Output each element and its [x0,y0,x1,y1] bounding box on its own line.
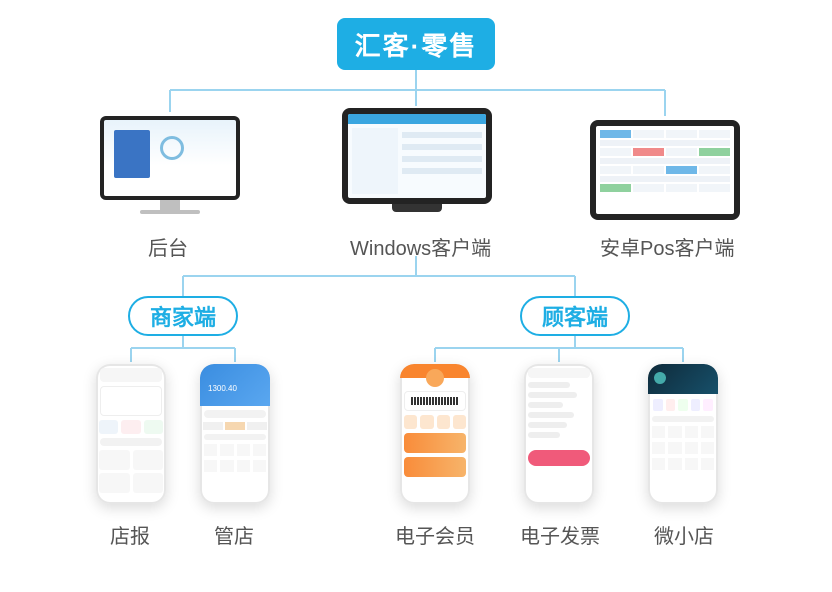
device-tablet-android [590,120,740,220]
label-dianbao: 店报 [110,520,150,549]
label-windows: Windows客户端 [350,232,491,261]
device-monitor-backend [100,116,240,216]
label-android: 安卓Pos客户端 [600,232,734,261]
label-efapiao: 电子发票 [520,520,600,549]
phone-weixiaodian [648,364,718,504]
root-label: 汇客·零售 [355,26,478,63]
group-merchant-label: 商家端 [150,300,216,332]
label-backend: 后台 [148,232,188,261]
group-merchant: 商家端 [128,296,238,336]
group-customer: 顾客端 [520,296,630,336]
root-node: 汇客·零售 [337,18,495,70]
label-weixiaodian: 微小店 [654,520,714,549]
label-ehuiyuan: 电子会员 [395,520,475,549]
phone-dianbao [96,364,166,504]
device-pos-windows [342,108,492,218]
group-customer-label: 顾客端 [542,300,608,332]
phone-guandian: 1300.40 [200,364,270,504]
label-guandian: 管店 [214,520,254,549]
phone-ehuiyuan [400,364,470,504]
phone-efapiao [524,364,594,504]
